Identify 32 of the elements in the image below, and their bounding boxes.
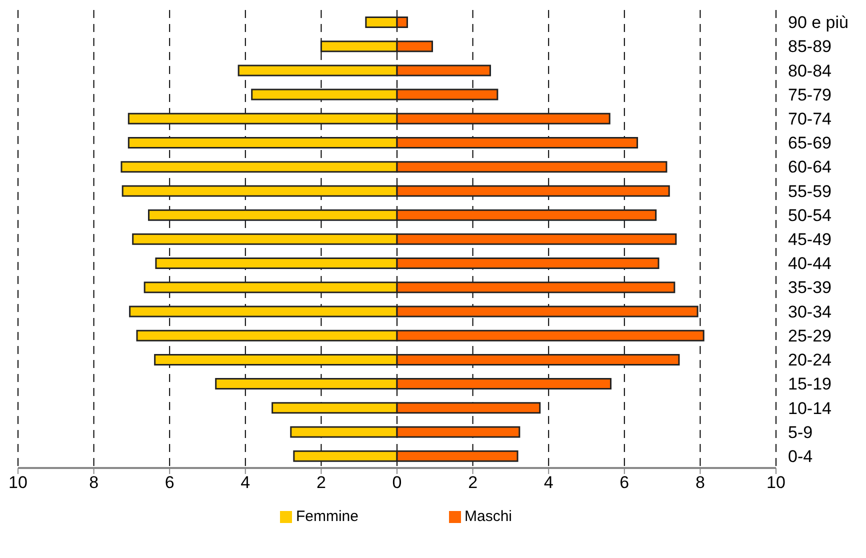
y-tick-label: 10-14 [788,398,832,418]
x-tick-label: 8 [695,473,705,492]
y-tick-label: 30-34 [788,302,832,322]
x-tick-label: 0 [392,473,402,492]
y-tick-label: 75-79 [788,85,832,104]
y-tick-label: 25-29 [788,326,832,346]
y-tick-label: 40-44 [788,254,832,274]
y-tick-label: 15-19 [788,374,832,394]
y-tick-label: 20-24 [788,350,832,370]
x-tick-label: 4 [544,473,554,492]
y-tick-label: 65-69 [788,134,832,153]
legend-label: Femmine [296,508,358,525]
y-tick-label: 85-89 [788,37,832,56]
x-tick-label: 4 [240,473,250,492]
legend-label: Maschi [464,508,512,525]
x-tick-label: 6 [164,473,174,492]
x-tick-label: 10 [766,473,786,492]
y-tick-label: 55-59 [788,182,832,201]
y-tick-label: 80-84 [788,61,832,80]
y-tick-label: 35-39 [788,278,832,298]
x-tick-label: 8 [89,473,99,492]
y-tick-label: 90 e più [788,13,848,32]
x-tick-label: 6 [620,473,630,492]
y-tick-label: 70-74 [788,110,832,129]
x-tick-label: 2 [468,473,478,492]
x-tick-label: 2 [316,473,326,492]
y-tick-label: 60-64 [788,158,832,177]
y-tick-label: 0-4 [788,446,813,466]
y-tick-label: 45-49 [788,230,832,250]
y-tick-label: 5-9 [788,422,813,442]
x-tick-label: 10 [8,473,28,492]
y-tick-label: 50-54 [788,206,832,225]
